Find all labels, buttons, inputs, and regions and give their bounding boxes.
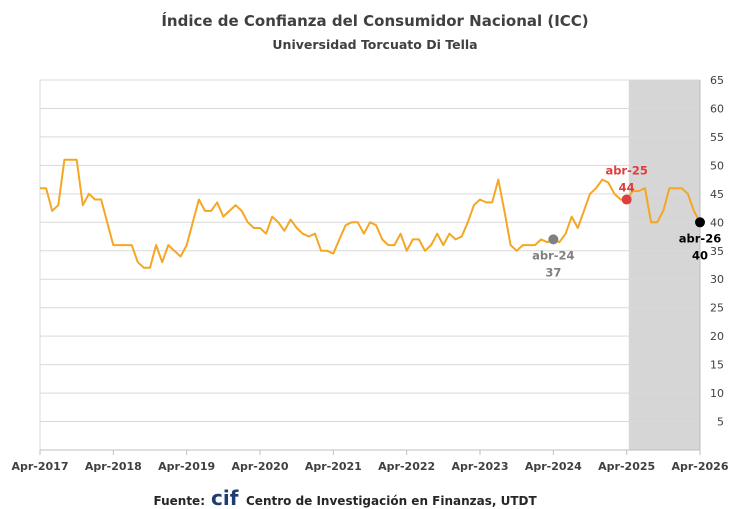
y-tick-label: 45 <box>710 188 724 201</box>
annotation-date-label: abr-24 <box>532 248 574 262</box>
annotation-value-label: 37 <box>545 265 561 279</box>
cif-logo: cif <box>211 486 239 509</box>
x-tick-label: Apr-2023 <box>452 460 509 473</box>
x-tick-label: Apr-2020 <box>232 460 289 473</box>
shaded-region <box>628 80 700 450</box>
annotation-marker <box>695 217 705 228</box>
y-tick-label: 20 <box>710 330 724 343</box>
y-tick-label: 55 <box>710 131 724 144</box>
x-tick-label: Apr-2018 <box>85 460 142 473</box>
y-tick-label: 35 <box>710 245 724 258</box>
y-tick-label: 5 <box>717 416 724 429</box>
annotation-marker <box>621 194 632 205</box>
series-line <box>40 158 701 269</box>
x-tick-label: Apr-2022 <box>378 460 435 473</box>
x-tick-label: Apr-2017 <box>12 460 69 473</box>
y-tick-label: 15 <box>710 359 724 372</box>
annotation-value-label: 40 <box>692 248 708 262</box>
chart-title: Índice de Confianza del Consumidor Nacio… <box>161 11 588 30</box>
footer-prefix: Fuente: <box>154 494 206 508</box>
y-tick-label: 60 <box>710 102 724 115</box>
y-tick-label: 25 <box>710 302 724 315</box>
chart-subtitle: Universidad Torcuato Di Tella <box>272 37 477 52</box>
x-tick-label: Apr-2024 <box>525 460 582 473</box>
y-tick-label: 65 <box>710 74 724 87</box>
x-tick-label: Apr-2025 <box>598 460 655 473</box>
footer-source: Fuente: cif Centro de Investigación en F… <box>154 486 538 509</box>
footer-source-text: Centro de Investigación en Finanzas, UTD… <box>246 494 538 508</box>
y-tick-label: 10 <box>710 387 724 400</box>
y-tick-label: 50 <box>710 159 724 172</box>
x-tick-label: Apr-2026 <box>672 460 729 473</box>
x-tick-label: Apr-2021 <box>305 460 362 473</box>
x-tick-label: Apr-2019 <box>158 460 215 473</box>
annotation-marker <box>548 234 559 245</box>
y-tick-label: 40 <box>710 216 724 229</box>
annotation-date-label: abr-25 <box>605 164 647 178</box>
annotation-date-label: abr-26 <box>679 231 721 245</box>
annotation-value-label: 44 <box>619 181 635 195</box>
y-tick-label: 30 <box>710 273 724 286</box>
